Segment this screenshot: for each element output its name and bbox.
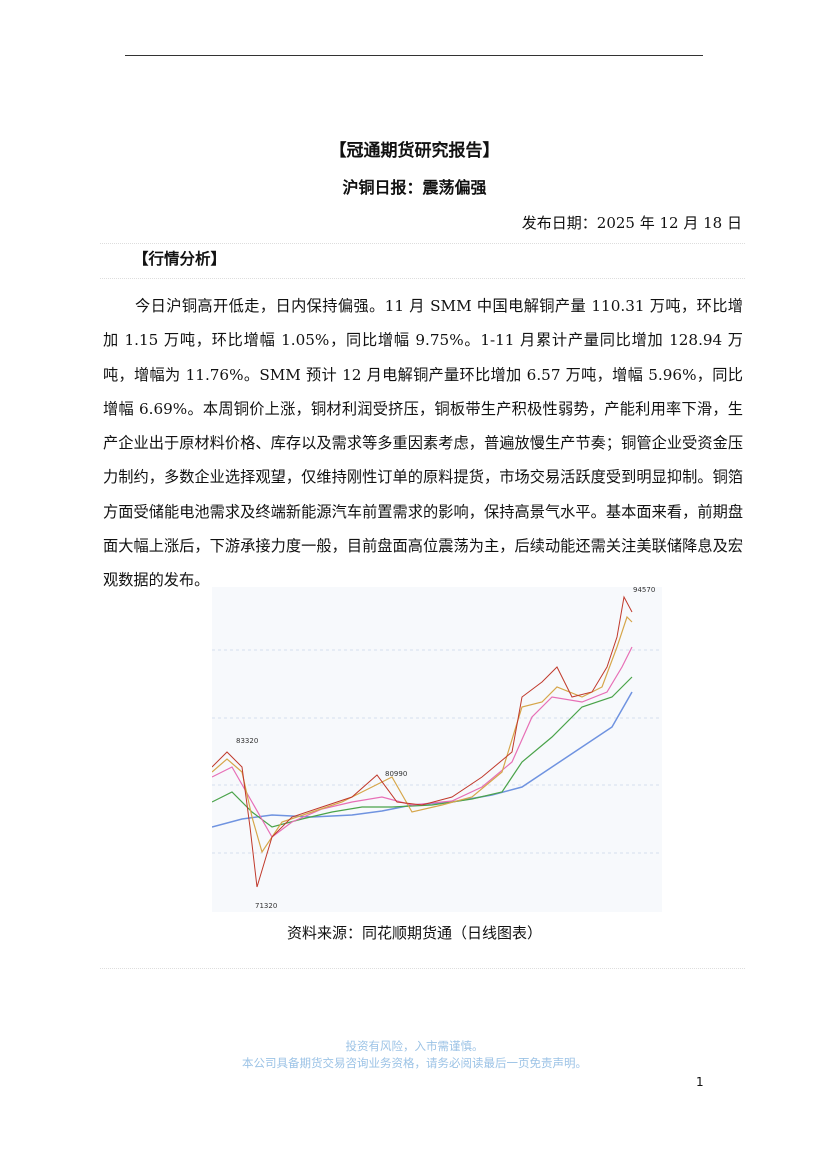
caption: 资料来源：同花顺期货通（日线图表） [286,924,542,942]
chart-labels: 83320 80990 94570 71320 [236,587,655,910]
top-rule [125,55,703,56]
price-label: 80990 [385,770,407,778]
price-label: 83320 [236,737,258,745]
title: 【冠通期货研究报告】 [329,141,500,161]
divider [100,968,745,969]
footer-risk: 投资有风险，入市需谨慎。 [345,1039,484,1053]
page-number: 1 [696,1075,704,1089]
chart-image: 83320 80990 94570 71320 [212,587,662,912]
date: 发布日期：2025 年 12 月 18 日 [521,214,742,232]
price-label: 94570 [633,587,655,594]
footer-notice: 本公司具备期货交易咨询业务资格，请务必阅读最后一页免责声明。 [242,1056,587,1070]
divider [100,243,745,244]
section-heading: 【行情分析】 [133,249,227,268]
price-label: 71320 [255,902,277,910]
paragraph: 今日沪铜高开低走，日内保持偏强。11 月 SMM 中国电解铜产量 110.31 … [103,297,743,590]
subtitle: 沪铜日报：震荡偏强 [342,178,487,197]
divider [100,278,745,279]
